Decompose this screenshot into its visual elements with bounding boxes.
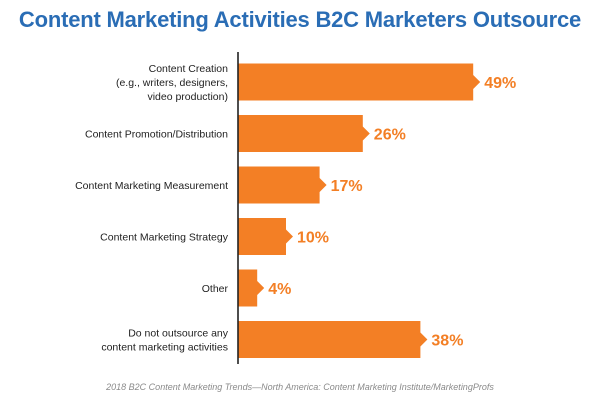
value-label: 10% <box>297 230 329 247</box>
category-label: Content Marketing Strategy <box>100 232 229 244</box>
bar <box>238 269 265 307</box>
category-label-line: Content Marketing Strategy <box>100 232 229 244</box>
bar <box>238 218 293 255</box>
category-label: Other <box>202 283 229 295</box>
category-label-line: Content Marketing Measurement <box>75 180 228 192</box>
category-label: Content Promotion/Distribution <box>85 129 228 141</box>
source-note: 2018 B2C Content Marketing Trends—North … <box>106 382 494 392</box>
category-label-line: content marketing activities <box>101 342 228 354</box>
category-label: Content Marketing Measurement <box>75 180 228 192</box>
category-label-line: video production) <box>147 91 228 103</box>
category-label-line: Other <box>202 283 229 295</box>
bar <box>238 63 481 101</box>
bar <box>238 321 428 358</box>
value-label: 4% <box>268 281 291 298</box>
value-label: 26% <box>374 127 406 144</box>
value-label: 17% <box>331 178 363 195</box>
value-label: 49% <box>484 75 516 92</box>
category-label-line: Do not outsource any <box>128 328 229 340</box>
bar <box>238 166 327 204</box>
value-label: 38% <box>431 333 463 350</box>
category-label-line: Content Promotion/Distribution <box>85 129 228 141</box>
bar <box>238 115 370 152</box>
category-label: Content Creation (e.g., writers, designer… <box>116 63 228 103</box>
chart-title: Content Marketing Activities B2C Markete… <box>18 7 582 32</box>
category-label-line: Content Creation <box>149 63 229 75</box>
category-label-line: (e.g., writers, designers, <box>116 77 228 89</box>
category-label: Do not outsource any content marketing ac… <box>101 328 228 354</box>
